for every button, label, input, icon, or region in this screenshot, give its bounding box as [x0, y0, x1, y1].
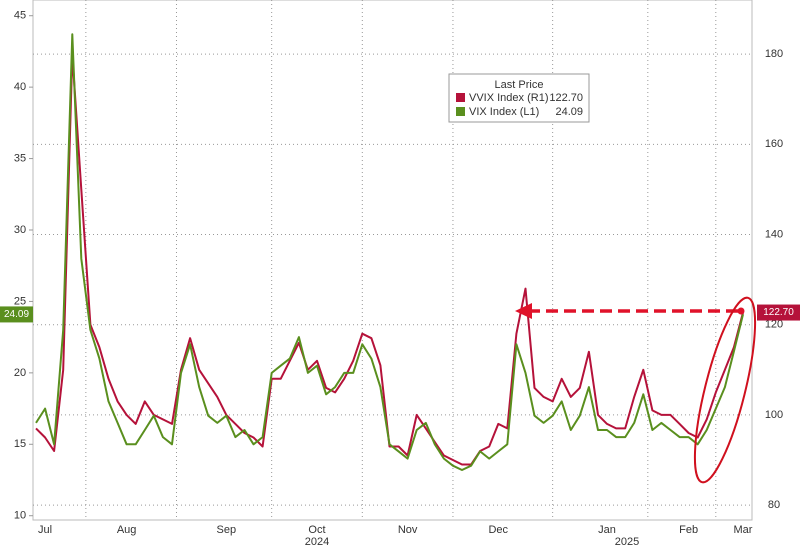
x-tick-label: Aug	[117, 524, 137, 536]
arrow-head	[515, 303, 532, 319]
axis-tag-label: 24.09	[4, 309, 29, 320]
axis-tag	[0, 306, 33, 323]
y-tick-label: 15	[14, 438, 26, 450]
legend-title: Last Price	[495, 79, 544, 91]
x-tick-label: Mar	[734, 524, 753, 536]
y-tick-label: 10	[14, 510, 26, 522]
legend: Last Price VVIX Index (R1) 122.70 VIX In…	[448, 73, 590, 123]
y2-tick-label: 160	[765, 138, 783, 150]
x-tick-label: Oct	[308, 524, 325, 536]
x-tick-label: Jan	[598, 524, 616, 536]
x-tick-label: Sep	[217, 524, 237, 536]
year-label: 2025	[615, 536, 639, 546]
legend-box	[448, 73, 590, 123]
x-tick-label: Feb	[679, 524, 698, 536]
y-tick-label: 25	[14, 295, 26, 307]
annotations	[515, 296, 757, 484]
x-tick-label: Dec	[488, 524, 508, 536]
y2-tick-label: 100	[765, 409, 783, 421]
y2-tick-label: 180	[765, 48, 783, 60]
series-line	[35, 33, 744, 471]
x-tick-label: Nov	[398, 524, 418, 536]
y2-tick-label: 80	[768, 499, 780, 511]
y2-tick-label: 140	[765, 228, 783, 240]
legend-value: 24.09	[555, 106, 583, 118]
y-tick-label: 30	[14, 224, 26, 236]
legend-value: 122.70	[549, 92, 583, 104]
y-tick-label: 45	[14, 10, 26, 22]
y-tick-label: 35	[14, 152, 26, 164]
legend-swatch	[456, 93, 465, 102]
arrow-dot	[737, 307, 745, 315]
legend-swatch	[456, 107, 465, 116]
lines	[35, 33, 744, 471]
legend-label: VIX Index (L1)	[469, 106, 539, 118]
plot-area	[32, 0, 753, 521]
y-tick-label: 40	[14, 81, 26, 93]
axis-tag-label: 122.70	[763, 307, 794, 318]
axis-tag	[757, 304, 800, 321]
year-label: 2024	[305, 536, 329, 546]
y2-tick-label: 120	[765, 319, 783, 331]
y-tick-label: 20	[14, 367, 26, 379]
legend-label: VVIX Index (R1)	[469, 92, 548, 104]
x-tick-label: Jul	[38, 524, 52, 536]
highlight-ellipse	[693, 296, 757, 484]
